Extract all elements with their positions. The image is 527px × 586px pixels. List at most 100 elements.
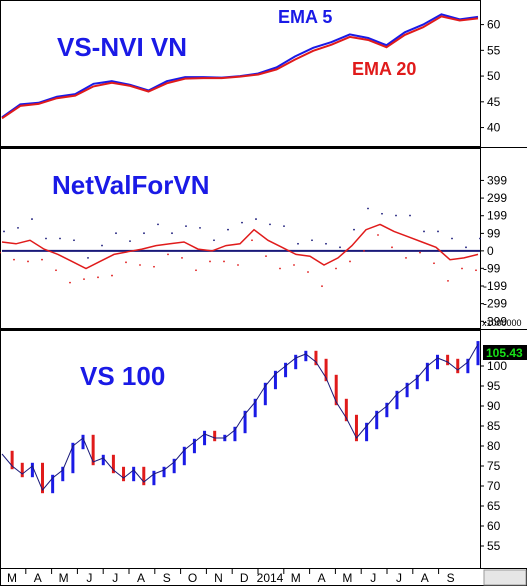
netval-dot xyxy=(59,237,61,240)
netval-dot xyxy=(395,214,397,217)
netval-dot xyxy=(111,274,113,277)
netval-dot xyxy=(115,232,117,235)
x-tick-label: M xyxy=(291,571,301,585)
panel-2-title: NetValForVN xyxy=(52,170,210,200)
netval-dot xyxy=(311,239,313,242)
netval-dot xyxy=(423,230,425,233)
netval-dot xyxy=(451,237,453,240)
y-tick-label: -99 xyxy=(483,261,501,275)
y-tick-label: 199 xyxy=(487,209,507,223)
netval-dot xyxy=(13,258,15,261)
x-tick-label: J xyxy=(112,571,118,585)
netval-dot xyxy=(265,255,267,258)
netval-dot xyxy=(209,260,211,263)
price-line xyxy=(1,344,479,491)
y-tick-label: 99 xyxy=(487,226,501,240)
netval-dot xyxy=(41,258,43,261)
last-value-label: 105.43 xyxy=(486,346,523,360)
netval-dot xyxy=(143,232,145,235)
multiplier-label: x1000000 xyxy=(482,318,522,328)
x-tick-label: O xyxy=(188,571,197,585)
x-tick-label: 2014 xyxy=(257,571,284,585)
netval-dot xyxy=(325,242,327,245)
netval-dot xyxy=(69,281,71,284)
x-tick-label: A xyxy=(137,571,145,585)
y-tick-label: 40 xyxy=(487,121,501,135)
panel-3-title: VS 100 xyxy=(80,361,165,391)
netval-dot xyxy=(3,230,5,233)
netval-dot xyxy=(97,276,99,279)
y-tick-label: 55 xyxy=(487,539,501,553)
y-tick-label: 80 xyxy=(487,439,501,453)
y-tick-label: 75 xyxy=(487,459,501,473)
panel-1-frame xyxy=(0,0,481,147)
netval-dot xyxy=(293,264,295,266)
netval-dot xyxy=(307,271,309,273)
x-tick-label: A xyxy=(421,571,429,585)
netval-dot xyxy=(321,285,323,288)
netval-dot xyxy=(447,279,449,282)
netval-dot xyxy=(87,257,89,259)
y-tick-label: 100 xyxy=(487,359,507,373)
netval-dot xyxy=(167,253,169,256)
x-tick-label: D xyxy=(240,571,249,585)
netval-dot xyxy=(391,246,393,249)
x-tick-label: A xyxy=(34,571,42,585)
x-tick-label: J xyxy=(370,571,376,585)
netval-dot xyxy=(475,269,477,272)
last-value-box xyxy=(483,345,527,360)
netval-dot xyxy=(269,223,271,226)
netval-dot xyxy=(153,265,155,268)
netval-dot xyxy=(213,239,215,242)
netval-dot xyxy=(27,260,29,263)
y-tick-label: 299 xyxy=(487,191,507,205)
netval-dot xyxy=(101,244,103,247)
x-tick-label: J xyxy=(396,571,402,585)
netval-dot xyxy=(129,240,131,243)
netval-dot xyxy=(45,237,47,240)
netval-dot xyxy=(55,269,57,272)
y-tick-label: 85 xyxy=(487,419,501,433)
netval-dot xyxy=(241,221,243,224)
netval-dot xyxy=(255,218,257,220)
y-tick-label: 60 xyxy=(487,18,501,32)
netval-dot xyxy=(335,267,337,270)
netval-dot xyxy=(195,269,197,272)
netval-dot xyxy=(377,234,379,236)
netval-dot xyxy=(0,251,1,254)
netval-dot xyxy=(353,228,355,231)
x-tick-label: A xyxy=(318,571,326,585)
netval-dot xyxy=(17,227,19,229)
netval-dot xyxy=(297,242,299,245)
netval-dot xyxy=(465,246,467,249)
legend-ema5: EMA 5 xyxy=(278,7,332,27)
netval-dot xyxy=(199,227,201,229)
netval-dot xyxy=(125,261,127,264)
netval-dot xyxy=(181,257,183,259)
y-tick-label: -399 xyxy=(483,314,507,328)
netval-dot xyxy=(363,249,365,252)
netval-dot xyxy=(405,257,407,259)
netval-dot xyxy=(73,239,75,242)
y-tick-label: -199 xyxy=(483,279,507,293)
scroll-box[interactable] xyxy=(483,569,527,586)
netval-dot xyxy=(139,264,141,266)
netval-dot xyxy=(409,214,411,217)
netval-dot xyxy=(227,228,229,231)
netval-dot xyxy=(83,278,85,281)
x-tick-label: M xyxy=(7,571,17,585)
netval-dot xyxy=(419,251,421,254)
y-tick-label: 65 xyxy=(487,499,501,513)
y-tick-label: 45 xyxy=(487,95,501,109)
y-tick-label: 55 xyxy=(487,43,501,57)
y-tick-label: 60 xyxy=(487,519,501,533)
netval-dot xyxy=(349,260,351,263)
x-tick-label: J xyxy=(86,571,92,585)
netval-dot xyxy=(283,225,285,228)
y-tick-label: 50 xyxy=(487,69,501,83)
legend-ema20: EMA 20 xyxy=(352,59,416,79)
netval-dot xyxy=(237,264,239,266)
netval-dot xyxy=(479,237,481,240)
